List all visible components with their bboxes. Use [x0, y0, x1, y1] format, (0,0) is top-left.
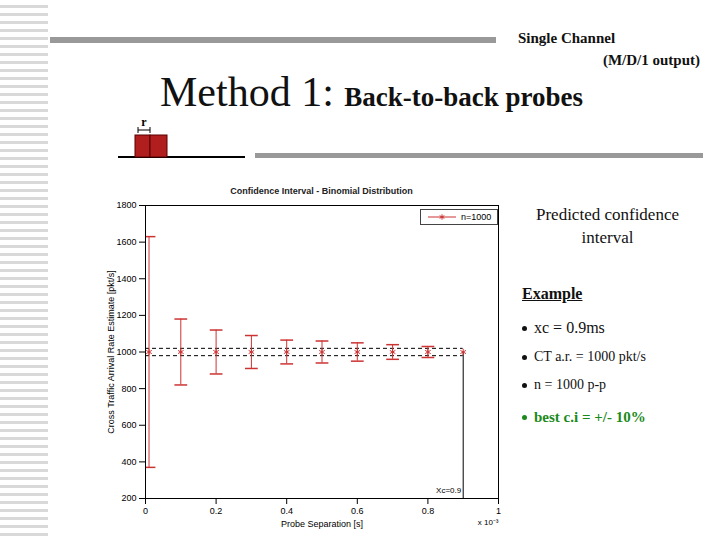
svg-text:1: 1: [496, 506, 501, 516]
svg-text:x 10⁻³: x 10⁻³: [478, 518, 499, 527]
svg-text:0.2: 0.2: [210, 506, 223, 516]
svg-text:1800: 1800: [116, 200, 136, 210]
html-text:CT a.r. = 1000 pkt/s: CT a.r. = 1000 pkt/s: [534, 349, 646, 364]
html-text:Method 1: Back-to-back probes: Method 1: Back-to-back probes: [160, 69, 584, 115]
svg-text:400: 400: [121, 457, 136, 467]
html-text:Single Channel: Single Channel: [518, 30, 616, 46]
svg-text:1000: 1000: [116, 347, 136, 357]
svg-text:200: 200: [121, 493, 136, 503]
svg-text:r: r: [141, 118, 147, 129]
svg-text:1600: 1600: [116, 237, 136, 247]
svg-text:600: 600: [121, 420, 136, 430]
svg-text:Probe Separation [s]: Probe Separation [s]: [281, 519, 363, 529]
html-text:xc = 0.9ms: xc = 0.9ms: [534, 319, 605, 336]
svg-text:0.4: 0.4: [280, 506, 293, 516]
html-text:best c.i = +/- 10%: best c.i = +/- 10%: [534, 409, 646, 425]
html-text:Confidence Interval - Binomial: Confidence Interval - Binomial Distribut…: [230, 186, 413, 196]
svg-text:1200: 1200: [116, 310, 136, 320]
html-text:(M/D/1 output): (M/D/1 output): [602, 52, 700, 68]
svg-text:800: 800: [121, 384, 136, 394]
html-text:n = 1000 p-p: n = 1000 p-p: [534, 377, 607, 392]
html-text:Example: Example: [522, 285, 583, 302]
svg-text:0.6: 0.6: [351, 506, 364, 516]
svg-text:1400: 1400: [116, 274, 136, 284]
html-text:Predicted confidence interval: Predicted confidence interval: [536, 205, 679, 247]
svg-text:Xc=0.9: Xc=0.9: [436, 486, 462, 495]
svg-text:0: 0: [143, 506, 148, 516]
svg-text:Cross Traffic Arrival Rate Est: Cross Traffic Arrival Rate Estimate [pkt…: [106, 270, 116, 433]
html-text:n=1000: n=1000: [461, 212, 492, 222]
svg-text:0.8: 0.8: [422, 506, 435, 516]
